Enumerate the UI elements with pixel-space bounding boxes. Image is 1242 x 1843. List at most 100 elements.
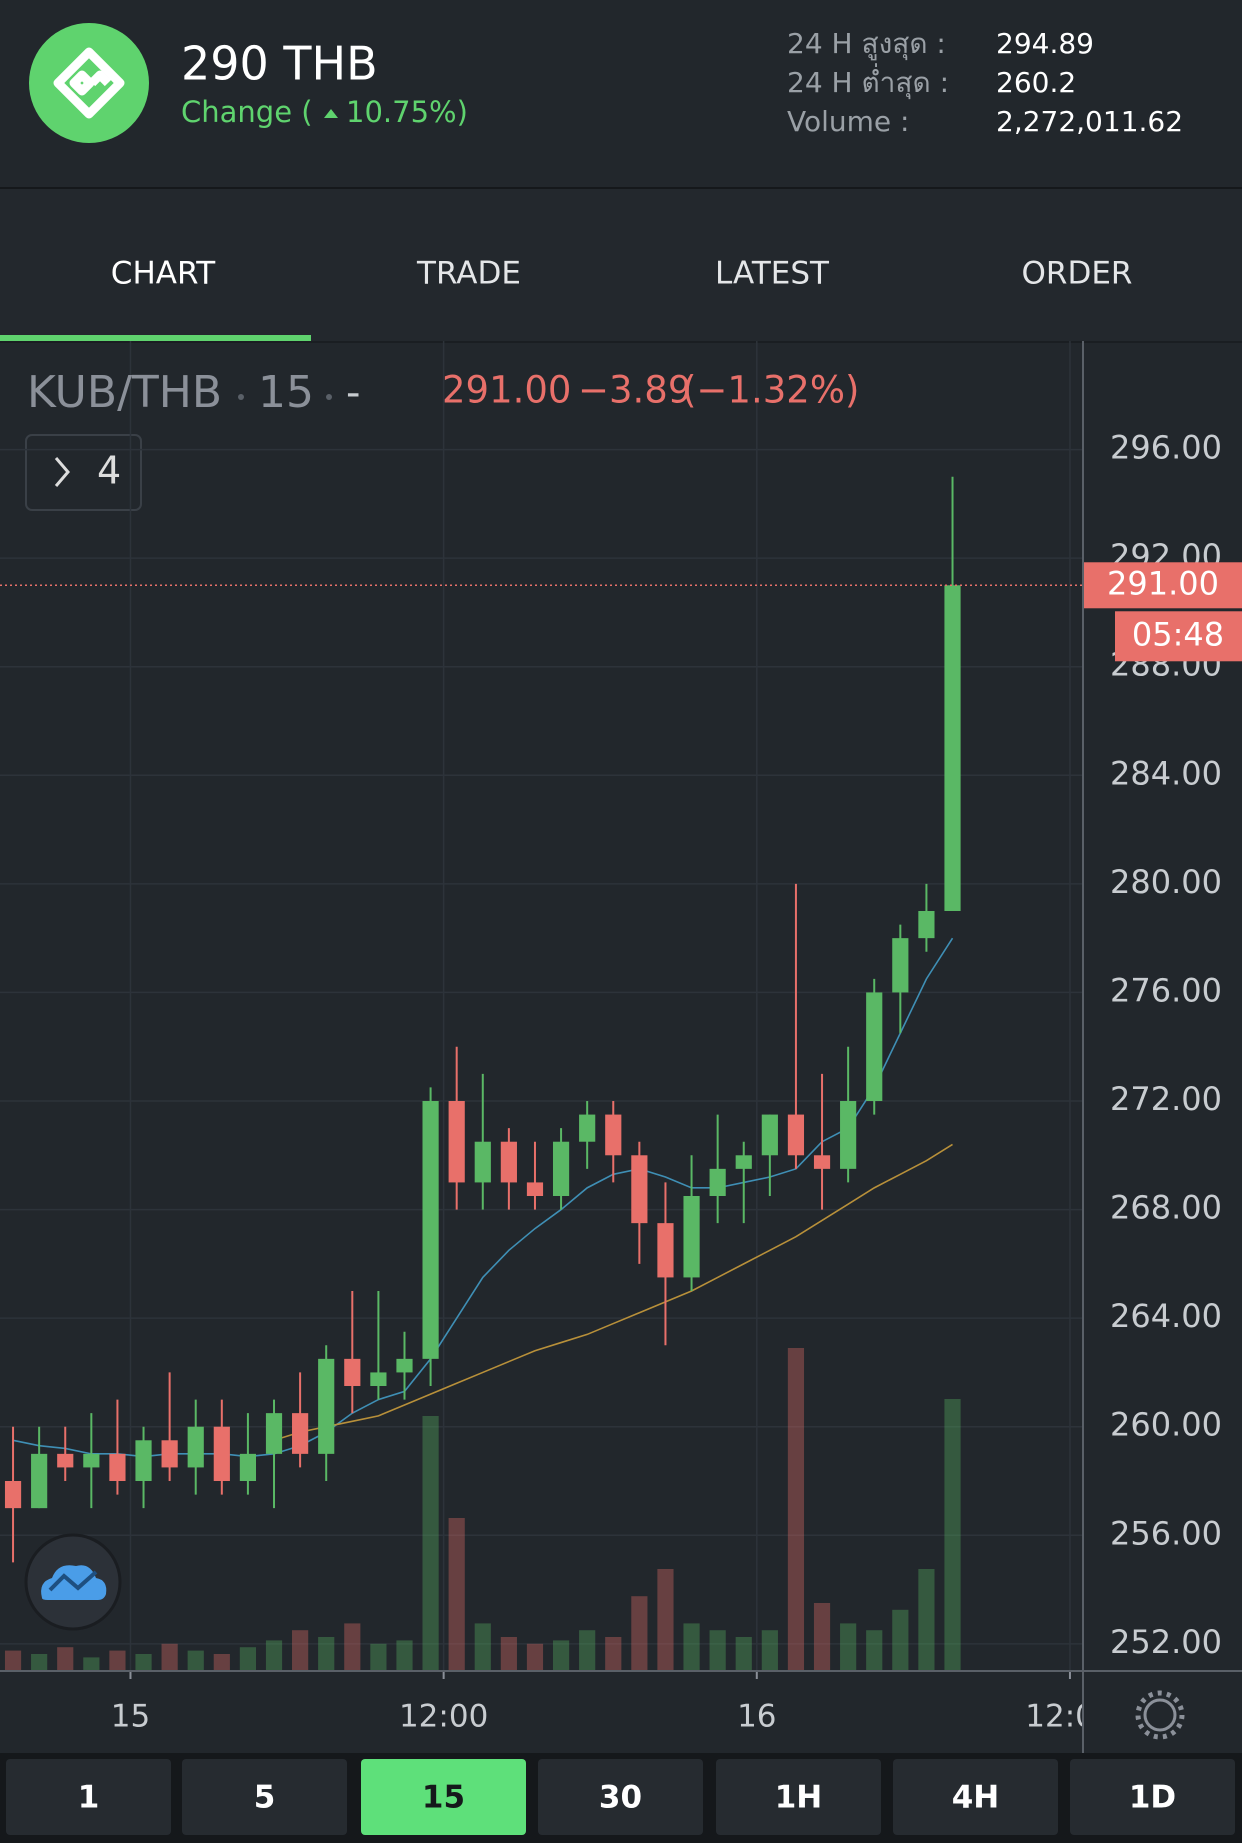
indicator-toggle[interactable]	[25, 434, 142, 511]
timeframe-button[interactable]	[182, 1759, 347, 1835]
y-tick-label: 264.00	[1110, 1297, 1222, 1335]
tab[interactable]: ORDER	[1022, 256, 1133, 292]
candle-body	[579, 1114, 596, 1142]
volume-bar	[57, 1647, 74, 1671]
volume-bar	[892, 1609, 909, 1671]
volume-bar	[135, 1654, 152, 1671]
volume-bar	[787, 1348, 805, 1671]
timeframe-button[interactable]	[716, 1759, 881, 1835]
x-axis-labels: 15 12:00 16 12:00	[111, 1699, 1083, 1735]
tab-bar	[0, 189, 1242, 341]
timeframe-label: 15	[422, 1780, 465, 1816]
candle-body	[370, 1372, 387, 1386]
volume-bar	[735, 1637, 752, 1671]
status: -	[346, 370, 360, 416]
timeframe-button[interactable]	[1070, 1759, 1235, 1835]
candle-body	[265, 1413, 283, 1454]
volume-bar	[239, 1647, 257, 1671]
candle-body	[4, 1481, 22, 1509]
last-price-tag	[1083, 562, 1242, 609]
y-tick-label: 256.00	[1110, 1514, 1222, 1552]
volume-bar	[579, 1630, 596, 1671]
candle-body	[109, 1453, 126, 1481]
candle-body	[892, 938, 909, 993]
y-tick-label: 280.00	[1110, 863, 1222, 901]
settings-button[interactable]	[1135, 1690, 1185, 1740]
candle-body	[761, 1114, 778, 1156]
y-tick-label: 272.00	[1110, 1080, 1222, 1118]
tab[interactable]: LATEST	[715, 256, 830, 292]
volume-bar	[605, 1637, 622, 1671]
price: 290 THB	[181, 37, 378, 91]
candle-body	[526, 1182, 544, 1196]
candle-body	[918, 911, 935, 939]
candle-body	[448, 1101, 465, 1183]
candle-body	[57, 1453, 74, 1468]
candle-body	[31, 1453, 48, 1509]
volume-bar	[474, 1623, 491, 1671]
active-tab-indicator	[0, 335, 311, 341]
separator-dot	[326, 394, 332, 400]
candle-body	[657, 1223, 674, 1278]
plot-area	[0, 341, 1083, 1671]
candle-body	[292, 1413, 309, 1454]
volume-bar	[918, 1569, 935, 1671]
change-value: −3.89	[578, 369, 691, 412]
candle-body	[187, 1426, 204, 1468]
volume-bar	[944, 1399, 961, 1671]
timeframe-button[interactable]	[538, 1759, 703, 1835]
volume-bar	[500, 1637, 517, 1671]
y-tick-label: 268.00	[1110, 1189, 1222, 1227]
stat-value: 260.2	[996, 66, 1076, 99]
change-value: 10.75%)	[346, 95, 468, 129]
symbol: KUB/THB	[27, 367, 222, 418]
timeframe-label: 5	[254, 1780, 276, 1816]
interval: 15	[258, 367, 314, 418]
candle-body	[396, 1358, 413, 1373]
candle-body	[422, 1101, 439, 1359]
header: 290 THB Change ( 10.75%)	[29, 23, 468, 143]
volume-bar	[552, 1640, 570, 1671]
chevron-icon	[54, 457, 70, 487]
tab[interactable]: TRADE	[416, 256, 521, 292]
y-tick-label: 296.00	[1110, 429, 1222, 467]
volume-bar	[265, 1640, 283, 1671]
countdown-tag	[1115, 611, 1242, 662]
moving-average	[273, 1143, 953, 1442]
volume-bar	[709, 1630, 726, 1671]
candle-body	[840, 1101, 857, 1169]
y-tick-label: 276.00	[1110, 971, 1222, 1009]
stat-label: Volume :	[787, 105, 909, 138]
timeframe-label: 30	[599, 1780, 642, 1816]
y-tick-label: 252.00	[1110, 1623, 1222, 1661]
stat-value: 2,272,011.62	[996, 105, 1183, 138]
timeframe-button[interactable]	[893, 1759, 1058, 1835]
x-tick-label: 16	[737, 1699, 776, 1735]
candle-body	[605, 1114, 622, 1156]
volume-bar	[813, 1603, 831, 1671]
volume-bar	[83, 1657, 100, 1671]
volume-bar	[109, 1650, 126, 1671]
x-tick-label: 12:00	[399, 1699, 488, 1735]
indicator-count: 4	[97, 449, 121, 493]
candle-body	[500, 1141, 517, 1183]
volume-bar	[631, 1596, 648, 1671]
logo-icon	[53, 47, 125, 119]
volume-bar	[292, 1630, 309, 1671]
tab[interactable]: CHART	[111, 256, 216, 292]
candle-body	[709, 1168, 726, 1196]
x-tick-label: 15	[111, 1699, 150, 1735]
volume-bar	[187, 1650, 204, 1671]
volume-bar	[526, 1643, 544, 1671]
y-tick-label: 284.00	[1110, 754, 1222, 792]
candle-body	[631, 1155, 648, 1224]
volume-bar	[840, 1623, 857, 1671]
up-arrow	[324, 109, 338, 118]
timeframe-label: 1D	[1129, 1780, 1176, 1816]
change-label: Change (	[181, 95, 313, 129]
timeframe-button[interactable]	[6, 1759, 171, 1835]
timeframe-button[interactable]	[361, 1759, 526, 1835]
candle-body	[787, 1114, 805, 1156]
